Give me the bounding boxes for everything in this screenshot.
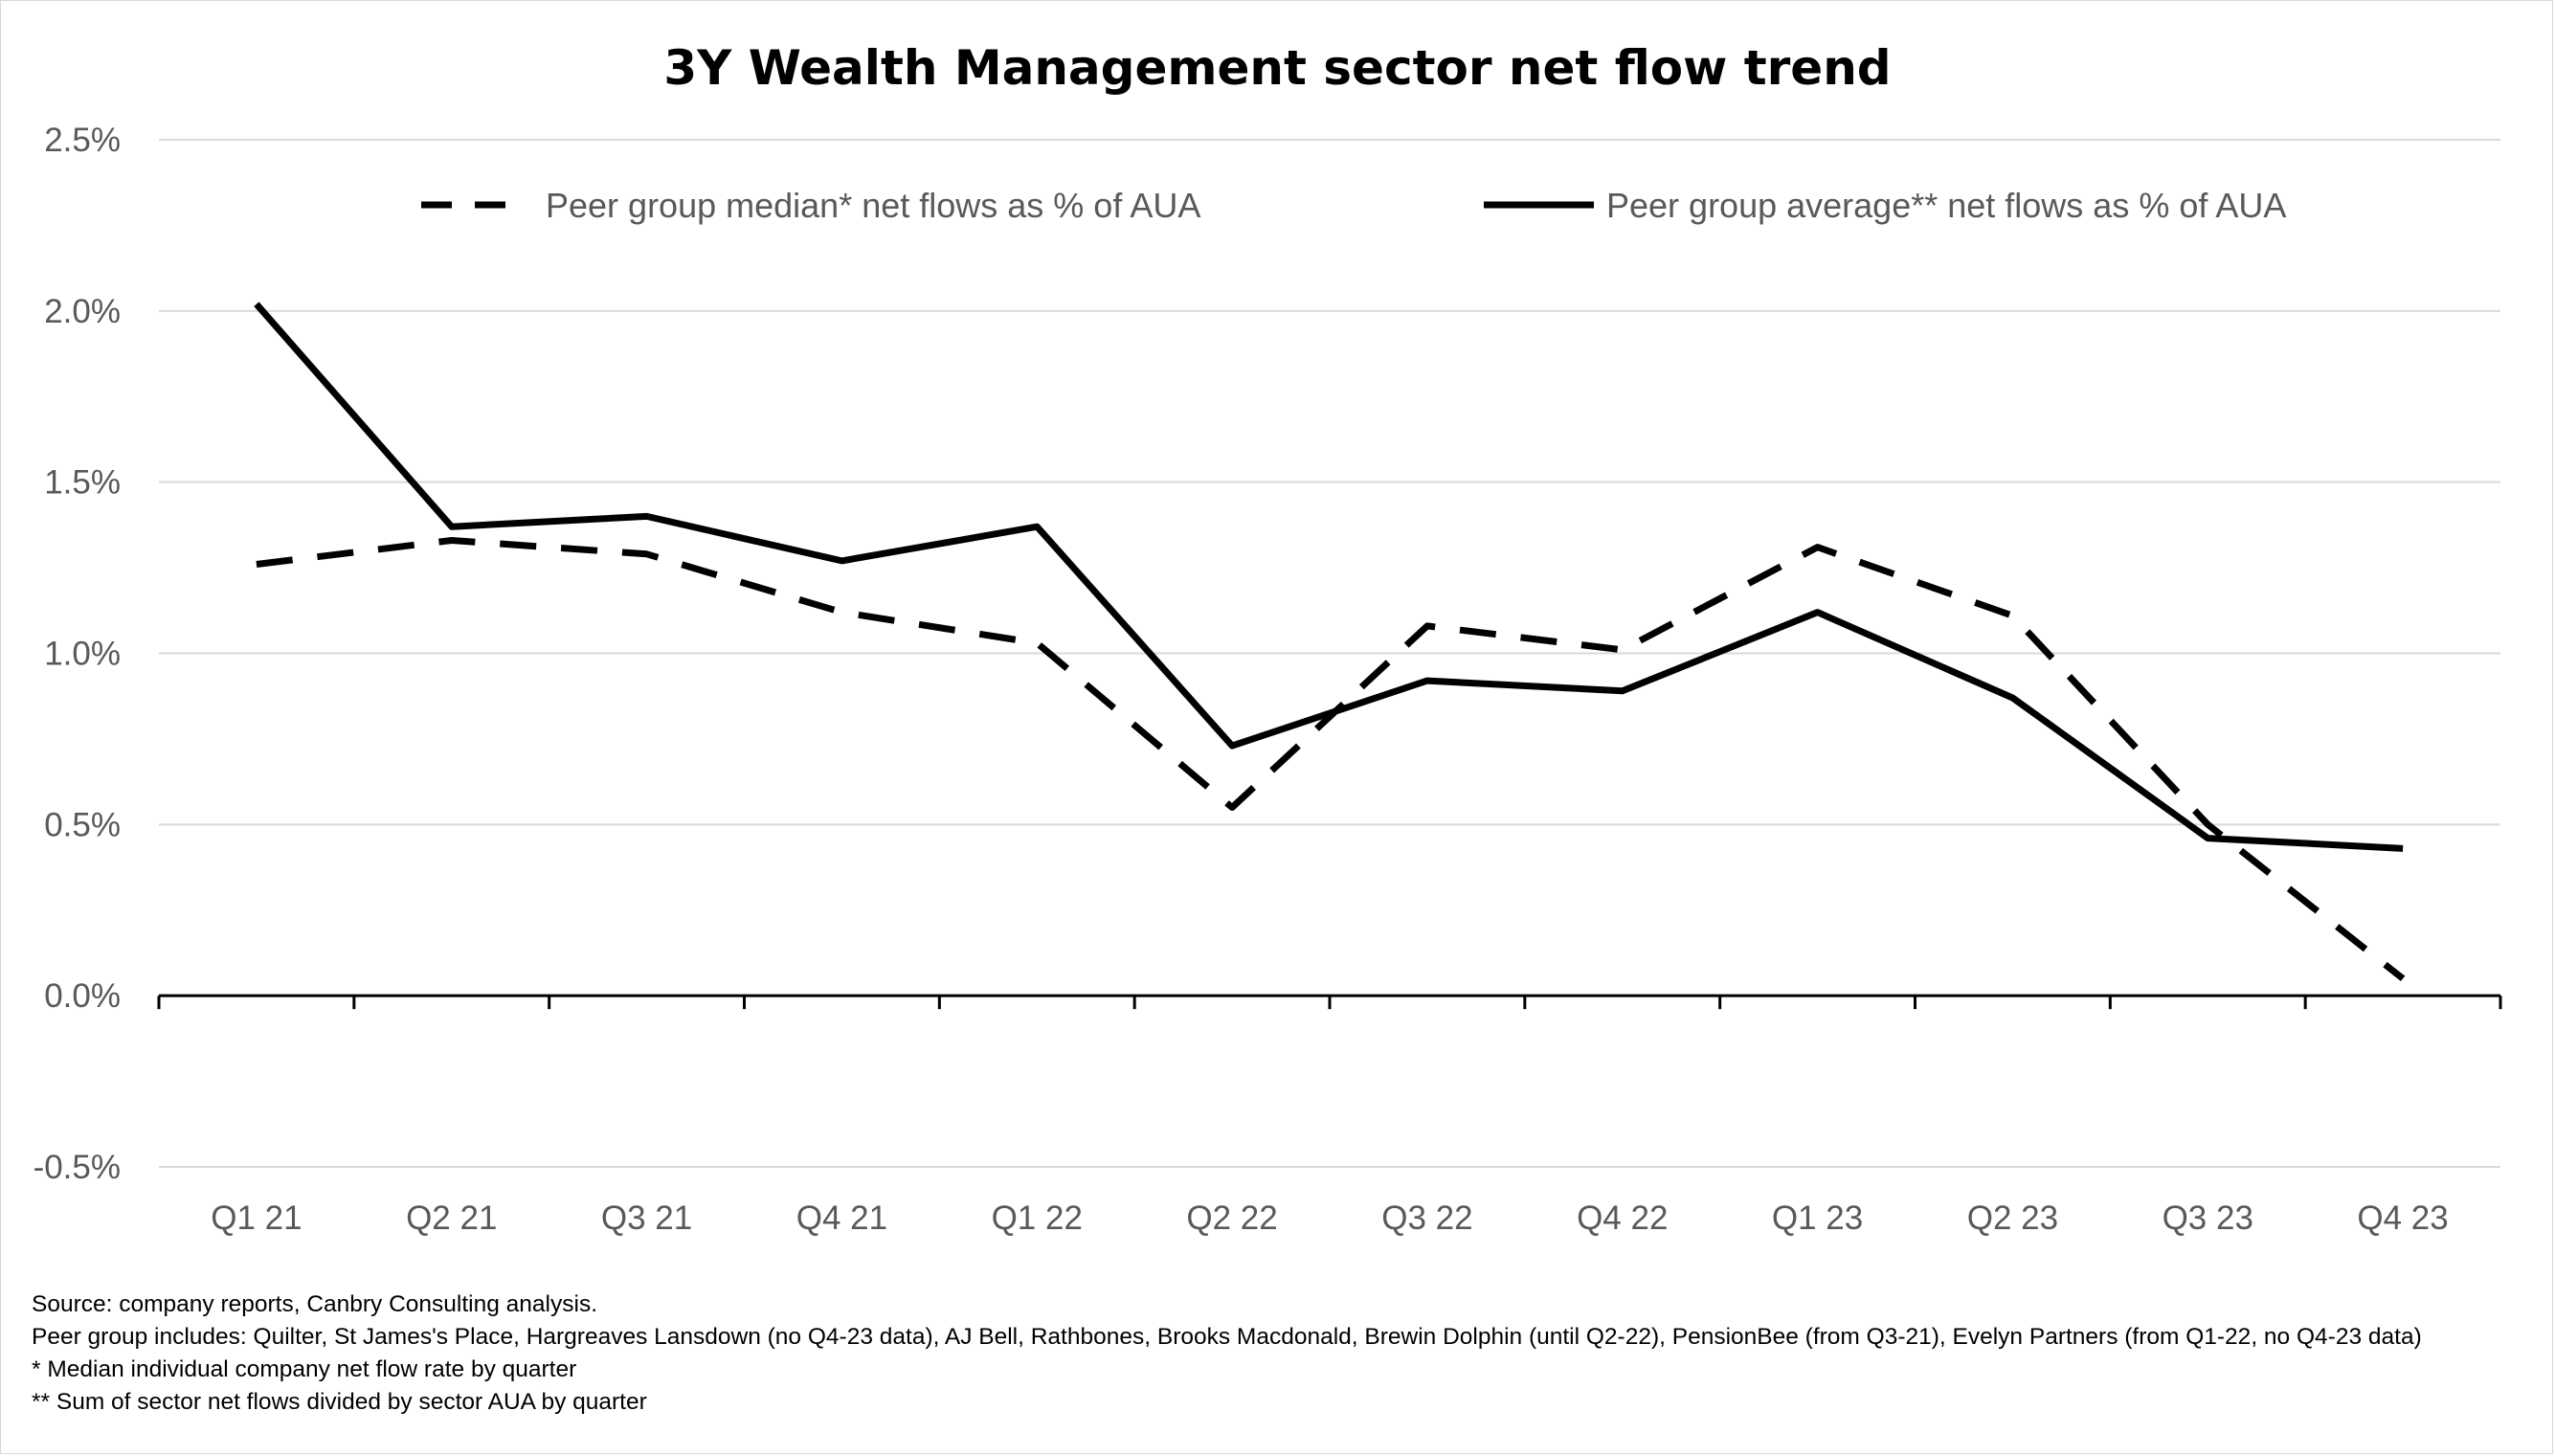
y-axis-tick-labels: 2.5% 2.0% 1.5% 1.0% 0.5% 0.0% -0.5% xyxy=(34,122,121,1186)
average-footnote: ** Sum of sector net flows divided by se… xyxy=(32,1389,647,1415)
gridlines xyxy=(159,139,2500,1168)
series-lines xyxy=(254,302,2406,982)
x-tick-label: Q2 22 xyxy=(1186,1199,1277,1237)
y-tick-label: 2.0% xyxy=(44,293,121,330)
chart-title: 3Y Wealth Management sector net flow tre… xyxy=(663,40,1892,96)
average-series-line xyxy=(254,302,2404,852)
x-tick-label: Q3 22 xyxy=(1381,1199,1472,1237)
x-axis-tick-labels: Q1 21 Q2 21 Q3 21 Q4 21 Q1 22 Q2 22 Q3 22 Q4 22… xyxy=(211,1199,2449,1237)
source-note: Source: company reports, Canbry Consulti… xyxy=(32,1291,598,1317)
x-tick-label: Q4 23 xyxy=(2357,1199,2448,1237)
x-tick-label: Q3 23 xyxy=(2163,1199,2253,1237)
x-tick-label: Q2 23 xyxy=(1967,1199,2058,1237)
x-tick-label: Q1 23 xyxy=(1772,1199,1863,1237)
y-tick-label: 0.0% xyxy=(44,977,121,1015)
y-tick-label: 1.0% xyxy=(44,636,121,673)
median-footnote: * Median individual company net flow rat… xyxy=(32,1356,577,1382)
legend: Peer group median* net flows as % of AUA… xyxy=(421,186,2286,225)
y-tick-label: 2.5% xyxy=(44,122,121,159)
y-tick-label: 0.5% xyxy=(44,806,121,843)
x-axis xyxy=(157,994,2502,1010)
x-tick-label: Q2 21 xyxy=(406,1199,497,1237)
legend-label-median: Peer group median* net flows as % of AUA xyxy=(546,186,1200,225)
y-tick-label: 1.5% xyxy=(44,464,121,502)
legend-label-average: Peer group average** net flows as % of A… xyxy=(1606,186,2286,225)
x-tick-label: Q1 22 xyxy=(992,1199,1083,1237)
median-series-line xyxy=(256,537,2406,982)
x-tick-label: Q4 22 xyxy=(1577,1199,1668,1237)
x-tick-label: Q1 21 xyxy=(211,1199,302,1237)
x-tick-label: Q3 21 xyxy=(601,1199,692,1237)
peer-group-note: Peer group includes: Quilter, St James's… xyxy=(32,1324,2422,1350)
footnotes: Source: company reports, Canbry Consulti… xyxy=(32,1288,2422,1419)
y-tick-label: -0.5% xyxy=(34,1149,121,1186)
x-tick-label: Q4 21 xyxy=(796,1199,887,1237)
